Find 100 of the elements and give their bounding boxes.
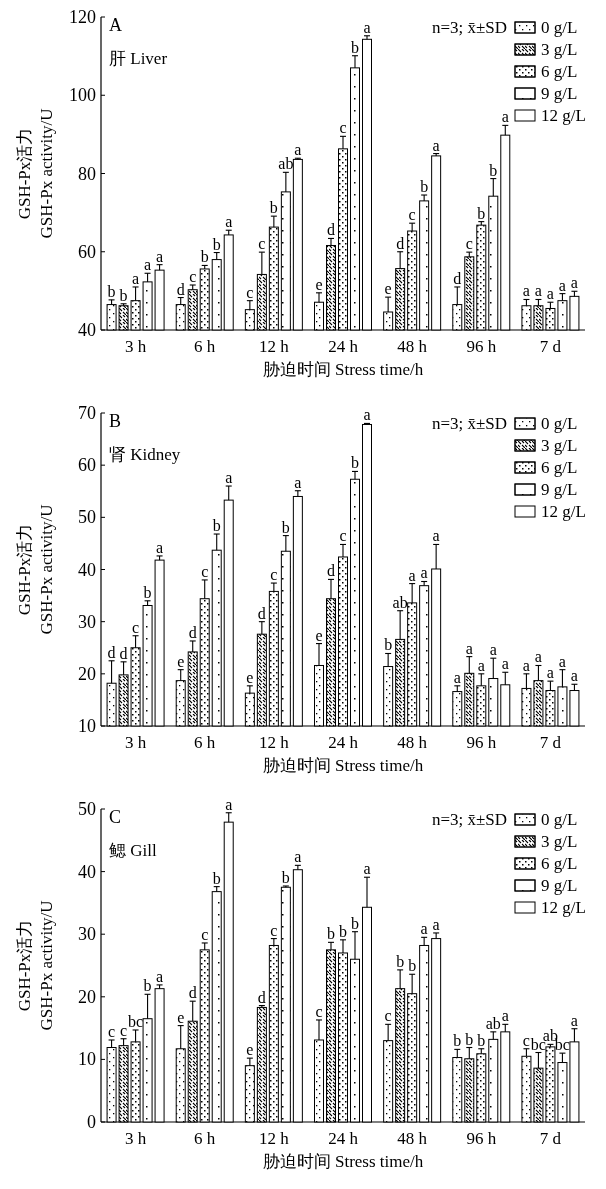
text: 肾 Kidney: [109, 445, 181, 464]
annotation: n=3; x̄±SD: [431, 414, 507, 433]
chart-title: B: [109, 411, 122, 431]
y-tick-label: 120: [69, 7, 96, 27]
x-tick-label: 3 h: [124, 337, 147, 356]
data-label: d: [327, 562, 335, 580]
x-tick-label: 3 h: [124, 733, 147, 752]
data-label: d: [107, 643, 116, 661]
data-label: b: [119, 286, 128, 304]
data-label: a: [501, 1007, 509, 1025]
data-label: e: [177, 652, 185, 670]
x-tick-label: 12 h: [258, 1129, 290, 1148]
data-label: a: [570, 667, 578, 685]
data-label: a: [522, 656, 530, 674]
data-label: b: [339, 922, 347, 940]
data-label: a: [546, 664, 554, 682]
data-label: c: [201, 562, 209, 580]
x-tick-label: 7 d: [539, 733, 562, 752]
data-label: e: [246, 668, 254, 686]
legend-label: 9 g/L: [541, 876, 578, 895]
data-label: a: [156, 247, 164, 265]
data-label: a: [408, 566, 416, 584]
x-tick-label: 7 d: [539, 1129, 562, 1148]
data-label: b: [200, 248, 209, 266]
data-label: b: [396, 952, 405, 970]
data-label: a: [465, 639, 473, 657]
data-label: a: [420, 564, 428, 582]
y-tick-label: 30: [78, 611, 96, 632]
data-label: c: [120, 1021, 128, 1039]
y-tick-label: 30: [78, 924, 96, 945]
y-tick-label: 100: [69, 85, 96, 106]
data-label: a: [363, 406, 371, 424]
y-tick-label: 70: [78, 403, 96, 423]
data-label: a: [420, 920, 428, 938]
y-tick-label: 40: [78, 320, 96, 340]
data-label: c: [189, 268, 197, 286]
data-label: a: [432, 527, 440, 545]
data-label: b: [327, 925, 335, 943]
data-label: d: [396, 234, 405, 252]
y-tick-label: 10: [78, 716, 96, 736]
data-label: c: [132, 618, 140, 636]
x-tick-label: 24 h: [328, 337, 359, 356]
x-tick-label: 24 h: [328, 733, 359, 752]
text: 肝 Liver: [109, 49, 168, 68]
y-tick-label: 20: [78, 986, 96, 1007]
data-label: a: [534, 282, 542, 300]
data-label: c: [270, 566, 278, 584]
x-tick-label: 96 h: [466, 733, 497, 752]
x-tick-label: 96 h: [466, 337, 497, 356]
data-label: d: [176, 280, 185, 298]
data-label: b: [212, 869, 221, 887]
data-label: a: [546, 285, 554, 303]
legend-label: 12 g/L: [541, 898, 586, 917]
data-label: a: [558, 276, 566, 294]
data-label: ab: [278, 155, 294, 173]
data-label: d: [327, 221, 335, 239]
data-label: b: [269, 199, 278, 217]
data-label: b: [477, 204, 486, 222]
annotation: n=3; x̄±SD: [431, 18, 507, 37]
y-tick-label: 80: [78, 163, 96, 184]
legend-label: 6 g/L: [541, 62, 578, 81]
legend-label: 0 g/L: [541, 810, 578, 829]
data-label: e: [246, 1041, 254, 1059]
legend-label: 6 g/L: [541, 854, 578, 873]
data-label: c: [258, 235, 266, 253]
data-label: d: [188, 984, 197, 1002]
data-label: d: [257, 604, 266, 622]
y-tick-label: 50: [78, 799, 96, 819]
data-label: a: [570, 274, 578, 292]
data-label: e: [177, 1008, 185, 1026]
y-tick-label: 40: [78, 559, 96, 580]
data-label: bc: [128, 1012, 144, 1030]
data-label: c: [201, 925, 209, 943]
legend-label: 0 g/L: [541, 18, 578, 37]
y-tick-label: 10: [78, 1049, 96, 1070]
y-tick-label: 40: [78, 861, 96, 882]
data-label: a: [432, 915, 440, 933]
x-tick-label: 6 h: [194, 337, 216, 356]
data-label: e: [315, 626, 323, 644]
data-label: c: [339, 119, 347, 137]
data-label: b: [477, 1031, 486, 1049]
data-label: a: [363, 860, 371, 878]
data-label: d: [257, 988, 266, 1006]
data-label: d: [188, 623, 197, 641]
data-label: b: [212, 517, 221, 535]
data-label: a: [501, 655, 509, 673]
x-axis-title: 胁迫时间 Stress time/h: [262, 756, 424, 775]
y-tick-label: 60: [78, 241, 96, 262]
data-label: b: [143, 977, 152, 995]
data-label: b: [453, 1032, 462, 1050]
data-label: b: [384, 636, 393, 654]
data-label: a: [489, 641, 497, 659]
data-label: b: [489, 161, 498, 179]
x-tick-label: 48 h: [397, 337, 428, 356]
data-label: ab: [485, 1014, 501, 1032]
data-label: a: [453, 668, 461, 686]
data-label: b: [212, 235, 221, 253]
data-label: a: [570, 1011, 578, 1029]
data-label: a: [477, 656, 485, 674]
legend-label: 3 g/L: [541, 436, 578, 455]
